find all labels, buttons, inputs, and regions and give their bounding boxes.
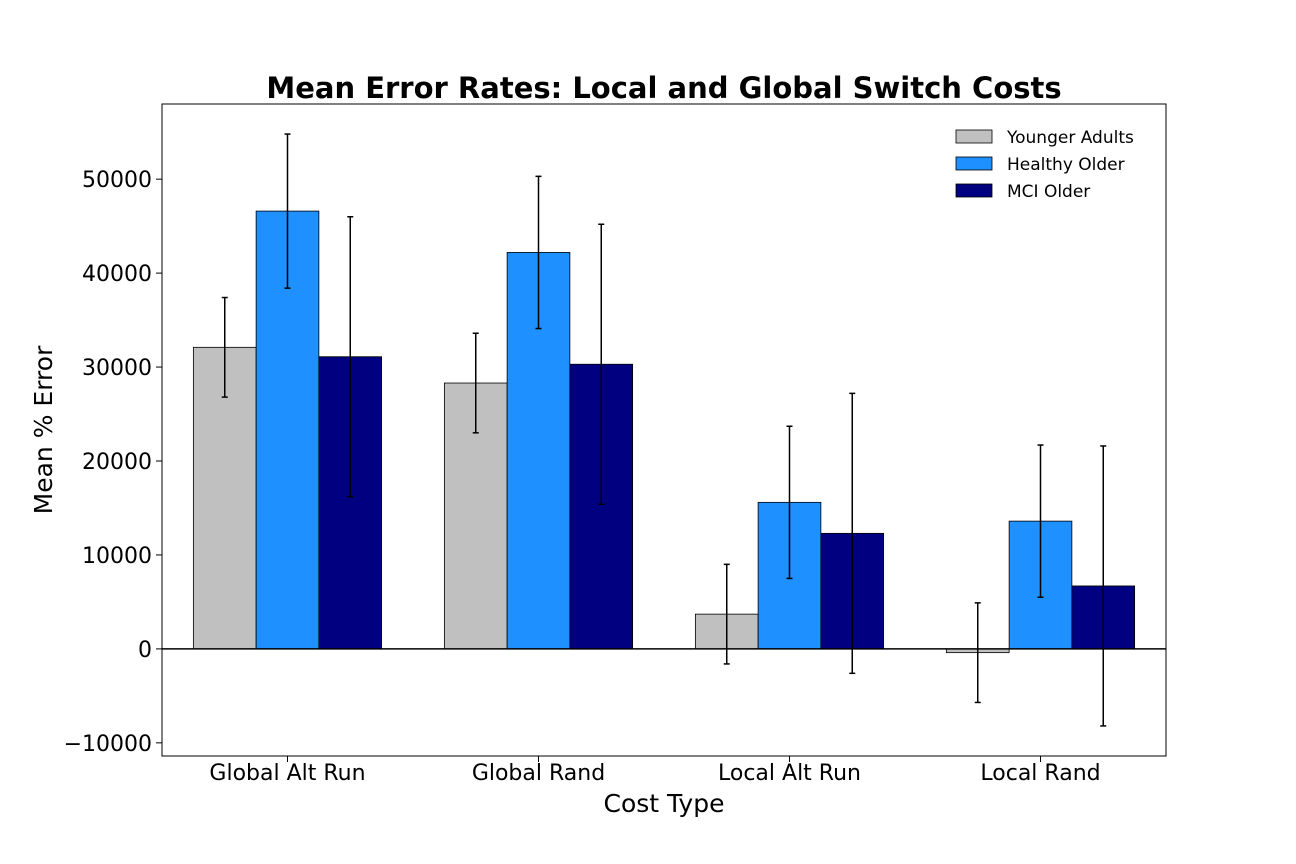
- y-tick-label: 0: [138, 638, 152, 663]
- legend-label: Healthy Older: [1007, 155, 1125, 175]
- x-tick-label: Local Rand: [980, 761, 1100, 786]
- x-axis-label: Cost Type: [604, 789, 725, 818]
- y-tick-label: 30000: [82, 356, 152, 381]
- x-tick-label: Local Alt Run: [718, 761, 861, 786]
- y-axis: −10000 0 10000 20000 30000 40000 50000: [64, 168, 162, 757]
- legend-swatch: [955, 183, 993, 198]
- legend-swatch: [955, 129, 993, 144]
- x-axis: Global Alt Run Global Rand Local Alt Run Lo…: [209, 756, 1101, 786]
- x-tick-label: Global Rand: [472, 761, 605, 786]
- legend: Younger Adults Healthy Older MCI Older: [955, 128, 1134, 202]
- y-tick-label: 10000: [82, 544, 152, 569]
- legend-label: Younger Adults: [1006, 128, 1134, 148]
- y-tick-label: 20000: [82, 450, 152, 475]
- chart-title: Mean Error Rates: Local and Global Switc…: [266, 71, 1061, 105]
- plot-area-frame: [161, 103, 1167, 757]
- y-axis-label: Mean % Error: [29, 345, 58, 514]
- x-tick-label: Global Alt Run: [209, 761, 365, 786]
- y-tick-label: −10000: [64, 732, 152, 757]
- y-tick-label: 40000: [82, 262, 152, 287]
- legend-swatch: [955, 156, 993, 171]
- bars-layer: [192, 210, 1136, 654]
- y-tick-label: 50000: [82, 168, 152, 193]
- error-bars-layer: [221, 133, 1107, 727]
- legend-label: MCI Older: [1007, 182, 1090, 202]
